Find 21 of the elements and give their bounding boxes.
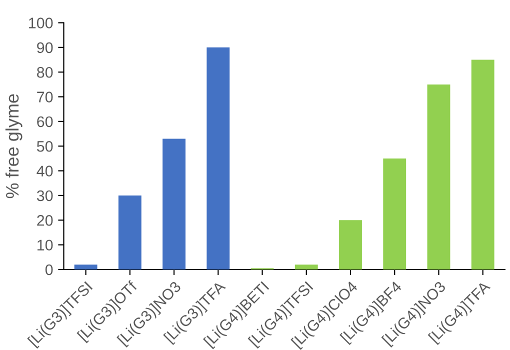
y-tick-label: 20 <box>37 215 53 226</box>
bar <box>206 47 230 270</box>
y-tick-label: 70 <box>37 92 53 102</box>
y-tick-label: 30 <box>36 190 53 202</box>
bar <box>294 264 318 270</box>
y-tick-label: 90 <box>37 42 53 54</box>
bar <box>383 158 406 270</box>
y-tick-label: 80 <box>37 66 53 78</box>
bar <box>162 138 186 270</box>
bar <box>471 60 494 270</box>
bar <box>74 264 98 270</box>
y-tick-label: 10 <box>38 240 53 251</box>
y-axis-title: % free glyme <box>5 94 22 198</box>
y-tick-label: 60 <box>37 116 53 128</box>
y-tick-label: 0 <box>45 264 53 276</box>
y-tick-label: 40 <box>36 166 53 176</box>
bar <box>118 195 142 270</box>
bar <box>339 220 362 270</box>
y-tick-label: 50 <box>36 140 53 152</box>
y-tick-label: 100 <box>29 18 53 28</box>
bar <box>427 84 450 270</box>
